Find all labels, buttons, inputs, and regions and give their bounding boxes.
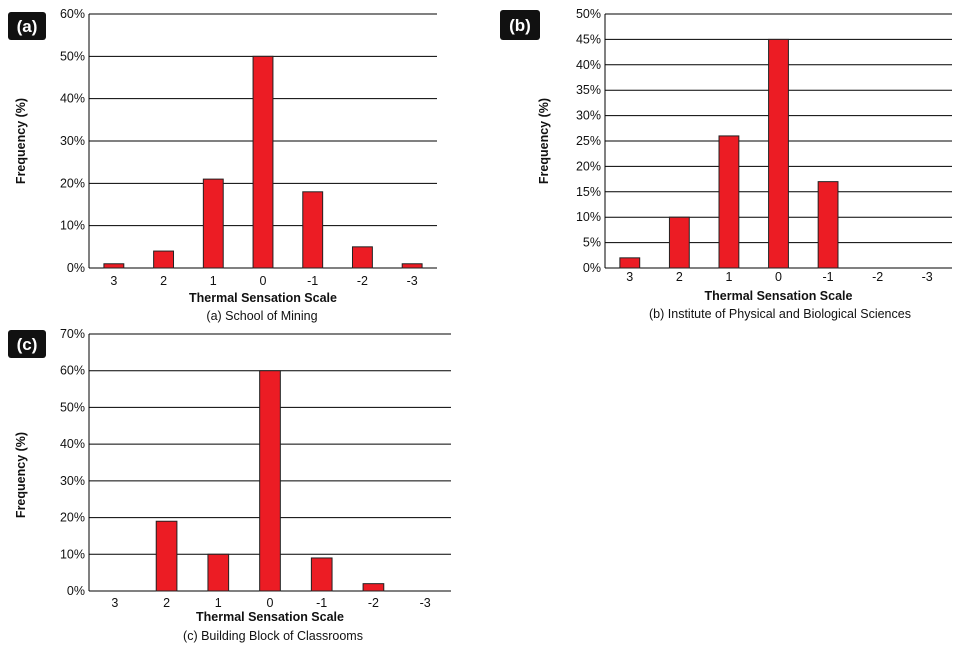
y-tick-label: 0% — [583, 261, 601, 275]
panel-tag-bg — [8, 12, 46, 40]
y-tick-label: 40% — [576, 58, 601, 72]
x-tick-label: 0 — [267, 596, 274, 610]
x-tick-label: -3 — [922, 270, 933, 284]
x-tick-label: -1 — [316, 596, 327, 610]
bar-0 — [259, 370, 281, 592]
bar-2 — [668, 216, 690, 269]
y-tick-label: 50% — [576, 7, 601, 21]
bar--2 — [362, 583, 385, 592]
y-tick-label: 45% — [576, 32, 601, 46]
x-tick-label: 2 — [676, 270, 683, 284]
y-axis-title: Frequency (%) — [14, 98, 28, 184]
chart-caption: (c) Building Block of Classrooms — [183, 629, 363, 643]
x-tick-label: -1 — [307, 274, 318, 288]
bar-1 — [207, 553, 230, 592]
x-axis-title: Thermal Sensation Scale — [705, 289, 853, 303]
y-tick-label: 0% — [67, 584, 85, 598]
bar-1 — [718, 135, 740, 269]
y-tick-label: 10% — [60, 547, 85, 561]
x-tick-label: -2 — [872, 270, 883, 284]
panel-tag-label: (c) — [17, 335, 38, 354]
chart-panel-c: 0% 10% 20% 30% 40% 50% 60% 70% 3 2 1 0 -1 -2 -3 Thermal… — [8, 327, 451, 643]
bar-3 — [619, 257, 641, 269]
x-tick-label: 1 — [215, 596, 222, 610]
y-tick-label: 35% — [576, 83, 601, 97]
chart-caption: (b) Institute of Physical and Biological… — [649, 307, 911, 321]
bar--1 — [310, 557, 333, 592]
y-tick-label: 5% — [583, 236, 601, 250]
x-tick-label: 0 — [775, 270, 782, 284]
bar-3 — [103, 263, 125, 269]
y-tick-label: 40% — [60, 92, 85, 106]
y-tick-label: 30% — [60, 134, 85, 148]
y-tick-label: 10% — [576, 210, 601, 224]
y-tick-label: 30% — [576, 109, 601, 123]
x-tick-label: -3 — [407, 274, 418, 288]
y-tick-label: 25% — [576, 134, 601, 148]
panel-tag-label: (b) — [509, 16, 531, 35]
y-tick-label: 20% — [60, 511, 85, 525]
y-tick-label: 10% — [60, 219, 85, 233]
chart-panel-a: 0% 10% 20% 30% 40% 50% 60% 3 2 1 0 -1 -2 -3 Thermal Se… — [8, 7, 437, 323]
bar-0 — [768, 38, 789, 269]
bar-2 — [153, 250, 175, 269]
y-tick-label: 50% — [60, 400, 85, 414]
y-tick-label: 0% — [67, 261, 85, 275]
y-tick-label: 70% — [60, 327, 85, 341]
bar--1 — [302, 191, 324, 269]
x-tick-label: 2 — [160, 274, 167, 288]
chart-caption: (a) School of Mining — [206, 309, 317, 323]
x-tick-label: -3 — [420, 596, 431, 610]
x-axis-title: Thermal Sensation Scale — [189, 291, 337, 305]
x-tick-label: 1 — [725, 270, 732, 284]
x-tick-label: 3 — [626, 270, 633, 284]
x-tick-label: 3 — [110, 274, 117, 288]
x-tick-label: 1 — [210, 274, 217, 288]
panel-tag-bg — [500, 10, 540, 40]
y-axis-title: Frequency (%) — [537, 98, 551, 184]
y-tick-label: 20% — [60, 176, 85, 190]
bar--3 — [401, 263, 423, 269]
y-tick-label: 60% — [60, 364, 85, 378]
bar--1 — [817, 181, 839, 269]
bar-2 — [155, 520, 178, 592]
y-tick-label: 60% — [60, 7, 85, 21]
y-tick-label: 15% — [576, 185, 601, 199]
x-tick-label: 3 — [111, 596, 118, 610]
bar-1 — [202, 178, 224, 269]
y-tick-label: 30% — [60, 474, 85, 488]
panel-tag-label: (a) — [17, 17, 38, 36]
x-tick-label: 2 — [163, 596, 170, 610]
x-tick-label: 0 — [260, 274, 267, 288]
y-tick-label: 20% — [576, 159, 601, 173]
bar-0 — [252, 55, 274, 269]
y-axis-title: Frequency (%) — [14, 432, 28, 518]
x-tick-label: -2 — [357, 274, 368, 288]
panel-tag-bg — [8, 330, 46, 358]
y-tick-label: 40% — [60, 437, 85, 451]
y-tick-label: 50% — [60, 49, 85, 63]
bar--2 — [351, 246, 373, 269]
x-axis-title: Thermal Sensation Scale — [196, 610, 344, 624]
x-tick-label: -2 — [368, 596, 379, 610]
x-tick-label: -1 — [823, 270, 834, 284]
chart-panel-b: 0% 5% 10% 15% 20% 25% 30% 35% 40% 45% 50% 3 2 1 0 -1 -2 -… — [500, 7, 952, 321]
